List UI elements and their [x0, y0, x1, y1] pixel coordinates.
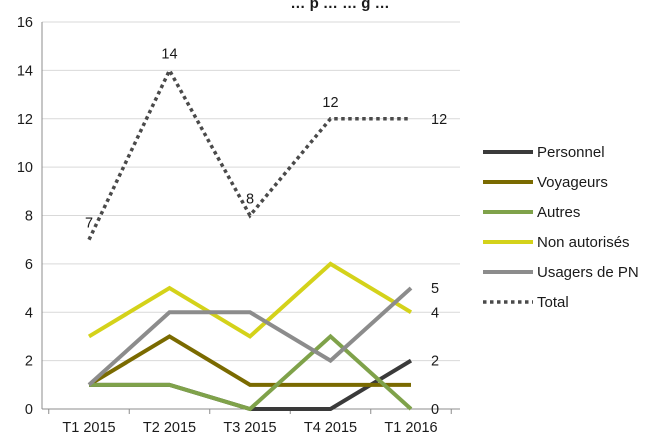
legend: Personnel Voyageurs Autres Non autorisés Usa…: [483, 144, 639, 311]
legend-label-usagers-de-pn: Usagers de PN: [537, 264, 639, 281]
data-label-t1-2016-12: 12: [431, 112, 447, 128]
data-label-t4-2015-12: 12: [322, 95, 338, 111]
legend-label-total: Total: [537, 294, 569, 311]
data-label-t1-2015-7: 7: [85, 216, 93, 232]
data-labels: 7 14 8 12 12 5 4 2 0: [85, 46, 447, 418]
data-label-t1-2016-2: 2: [431, 354, 439, 370]
legend-label-voyageurs: Voyageurs: [537, 174, 608, 191]
y-tick-label-0: 0: [25, 402, 33, 418]
y-tick-label-8: 8: [25, 209, 33, 225]
y-tick-label-10: 10: [17, 160, 33, 176]
chart-title: … p … … g …: [290, 0, 389, 12]
y-tick-label-12: 12: [17, 112, 33, 128]
x-tick-label-t4-2015: T4 2015: [304, 420, 357, 436]
axes: [41, 22, 460, 414]
y-tick-label-4: 4: [25, 305, 33, 321]
series-lines: [87, 66, 413, 412]
y-tick-label-16: 16: [17, 15, 33, 31]
y-tick-label-2: 2: [25, 354, 33, 370]
data-label-t1-2016-5: 5: [431, 281, 439, 297]
x-tick-label-t1-2016: T1 2016: [384, 420, 437, 436]
x-tick-label-t1-2015: T1 2015: [62, 420, 115, 436]
series-line-non-autorises: [87, 261, 413, 339]
legend-label-non-autorises: Non autorisés: [537, 234, 630, 251]
series-line-autres: [89, 333, 413, 412]
gridlines: [42, 21, 460, 362]
y-tick-labels: 0 2 4 6 8 10 12 14 16: [17, 15, 33, 418]
series-line-usagers-de-pn: [87, 286, 413, 387]
x-tick-label-t2-2015: T2 2015: [143, 420, 196, 436]
legend-label-autres: Autres: [537, 204, 580, 221]
data-label-t1-2016-4: 4: [431, 305, 439, 321]
legend-label-personnel: Personnel: [537, 144, 605, 161]
data-label-t1-2016-0: 0: [431, 402, 439, 418]
series-line-voyageurs: [87, 334, 411, 387]
y-tick-label-6: 6: [25, 257, 33, 273]
y-tick-label-14: 14: [17, 63, 33, 79]
series-line-total: [87, 66, 411, 241]
data-label-t2-2015-14: 14: [161, 46, 177, 62]
x-tick-labels: T1 2015 T2 2015 T3 2015 T4 2015 T1 2016: [62, 420, 437, 436]
x-tick-label-t3-2015: T3 2015: [223, 420, 276, 436]
data-label-t3-2015-8: 8: [246, 192, 254, 208]
